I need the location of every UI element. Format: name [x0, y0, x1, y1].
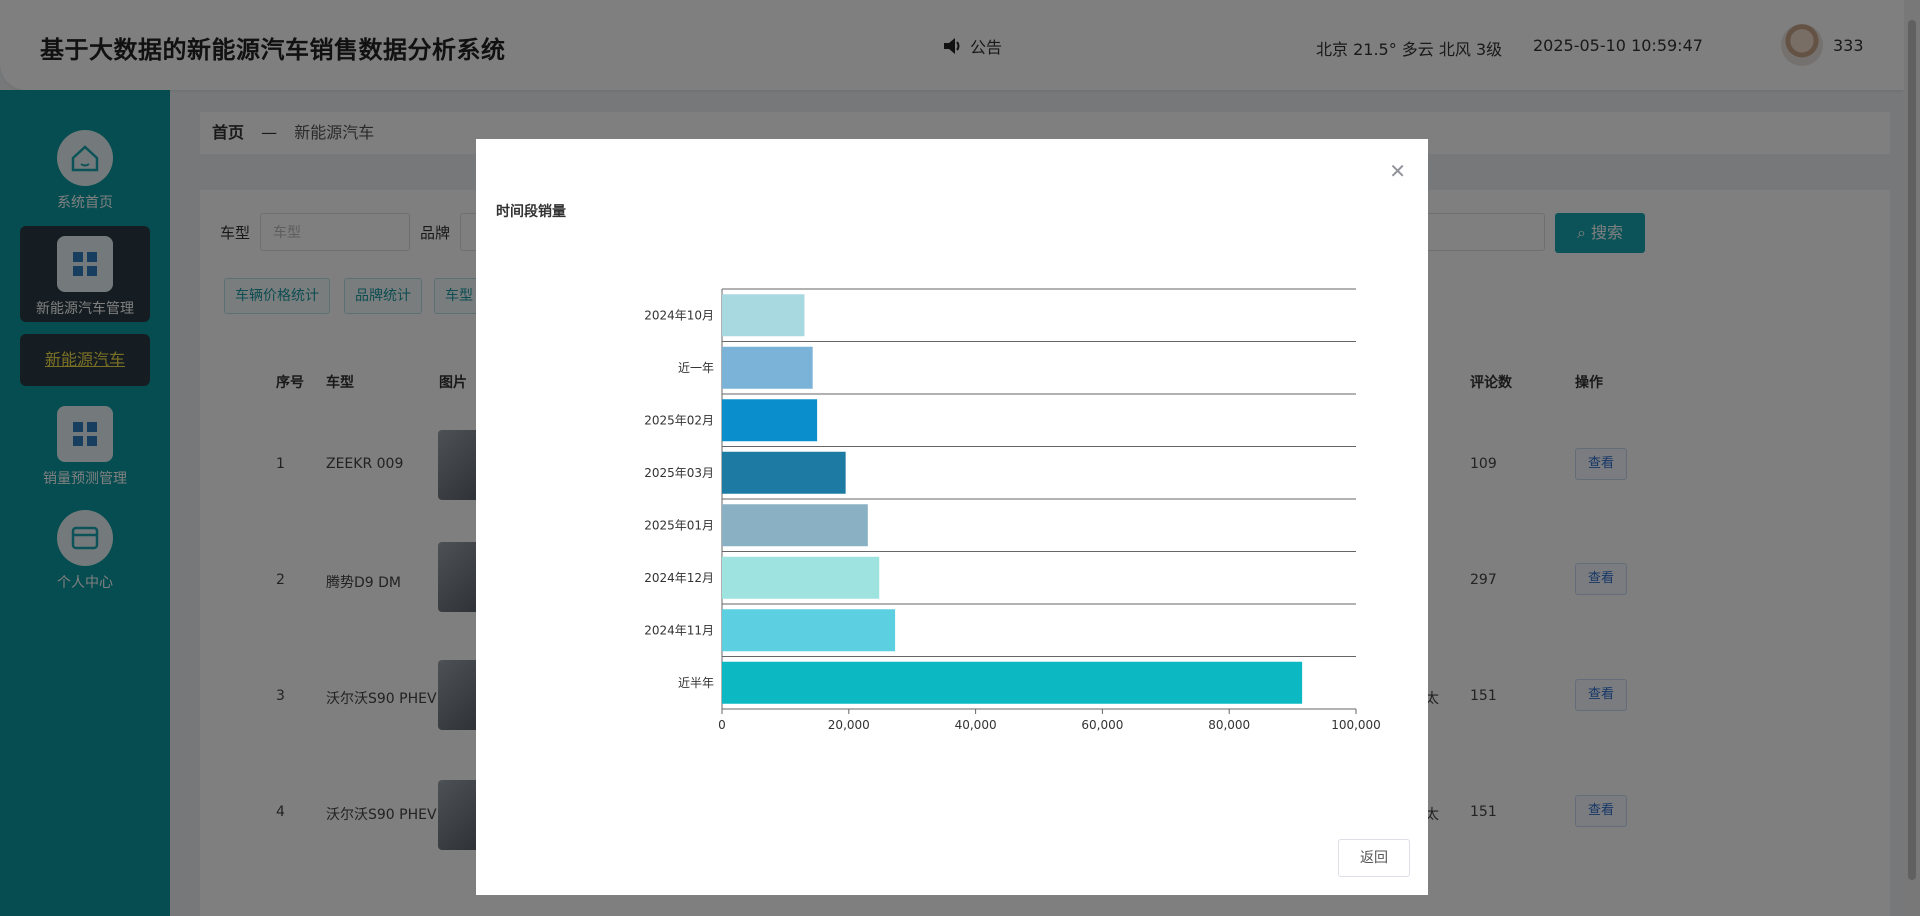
category-label: 2024年10月: [644, 308, 714, 322]
x-tick-label: 0: [718, 718, 726, 732]
x-tick-label: 60,000: [1081, 718, 1123, 732]
bar: [722, 346, 813, 389]
chart-modal: ✕ 时间段销量 2024年10月近一年 2025年02月 2025年03月 2025年…: [476, 139, 1428, 895]
category-label: 2025年03月: [644, 466, 714, 480]
close-icon[interactable]: ✕: [1389, 159, 1406, 183]
chart-title: 时间段销量: [496, 204, 566, 220]
back-button[interactable]: 返回: [1338, 839, 1410, 877]
x-tick-label: 80,000: [1208, 718, 1250, 732]
category-label: 2024年11月: [644, 623, 714, 637]
bar: [722, 451, 846, 494]
category-label: 近半年: [678, 676, 714, 690]
category-label: 近一年: [678, 361, 714, 375]
bar: [722, 399, 818, 442]
bar: [722, 294, 805, 337]
category-label: 2025年02月: [644, 413, 714, 427]
bar: [722, 556, 880, 599]
category-label: 2025年01月: [644, 518, 714, 532]
bar: [722, 504, 868, 547]
category-label: 2024年12月: [644, 571, 714, 585]
x-tick-label: 40,000: [955, 718, 997, 732]
x-tick-label: 20,000: [828, 718, 870, 732]
bar: [722, 661, 1303, 704]
bar: [722, 609, 896, 652]
x-tick-label: 100,000: [1331, 718, 1381, 732]
